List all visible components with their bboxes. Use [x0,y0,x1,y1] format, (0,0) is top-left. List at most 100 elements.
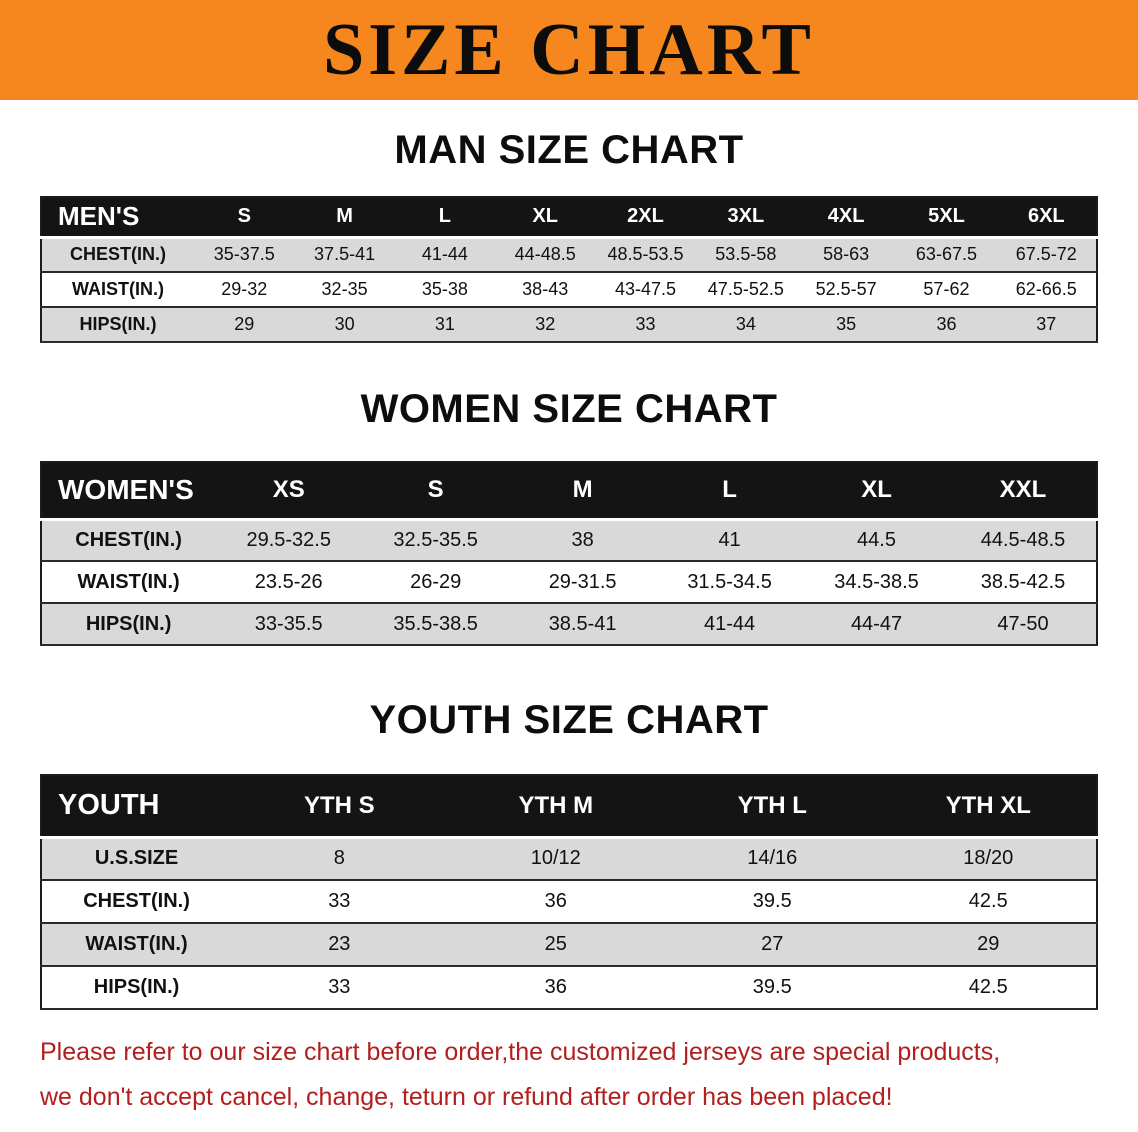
table-title-cell: MEN'S [41,197,195,239]
measurement-label: CHEST(IN.) [70,244,167,265]
size-value-cell: 44.5 [857,528,896,551]
order-notice-line-1: Please refer to our size chart before or… [40,1038,1001,1066]
size-column-header: 3XL [695,197,796,239]
measurement-label: HIPS(IN.) [93,976,180,998]
size-value-cell: 30 [334,314,355,334]
size-value-cell: 58-63 [823,244,870,265]
size-value-cell: 57-62 [923,279,970,299]
size-value-cell: 44-48.5 [514,244,576,265]
size-value-cell: 23 [328,933,351,955]
size-value-cell: 8 [333,847,345,870]
measurement-label: WAIST(IN.) [77,570,180,593]
size-value-cell: 36 [936,314,957,334]
size-value-cell: 33 [328,976,351,998]
table-title-cell: YOUTH [41,775,232,839]
size-value-cell: 41-44 [421,244,468,265]
size-value-cell: 27 [761,933,784,955]
order-notice-line-2: we don't accept cancel, change, teturn o… [40,1082,893,1111]
size-value-cell: 32 [535,314,556,334]
size-value-cell: 35.5-38.5 [393,612,478,635]
size-value-cell: 33-35.5 [254,612,323,635]
size-value-cell: 43-47.5 [614,279,677,299]
size-column-header: XL [803,462,950,521]
size-column-header: S [362,462,510,521]
size-value-cell: 47.5-52.5 [707,279,784,299]
size-column-header: L [656,462,804,521]
size-value-cell: 48.5-53.5 [607,244,684,265]
size-column-header: YTH XL [880,775,1097,839]
table-row: WAIST(IN.) 23 25 27 29 [41,923,1097,966]
size-value-cell: 32-35 [321,279,368,299]
size-column-header: 5XL [896,197,997,239]
section-women-size-chart: WOMEN SIZE CHART WOMEN'S XS S M L XL XXL CHEST(… [0,385,1138,646]
order-notice: Please refer to our size chart before or… [0,1036,1138,1113]
measurement-label: HIPS(IN.) [85,612,172,635]
table-row: WAIST(IN.) 23.5-26 26-29 29-31.5 31.5-34.5 34… [41,561,1097,603]
size-value-cell: 29 [977,933,1000,955]
size-value-cell: 41 [718,528,741,551]
size-column-header: 2XL [595,197,696,239]
size-value-cell: 67.5-72 [1015,244,1077,265]
size-value-cell: 29-31.5 [548,570,617,593]
charts-container: MAN SIZE CHART MEN'S S M L XL 2XL 3XL 4XL 5XL 6XL… [0,126,1138,1010]
size-column-header: L [394,197,496,239]
measurement-label: U.S.SIZE [94,847,179,870]
measurement-label: CHEST(IN.) [75,528,182,551]
size-column-header: YTH M [447,775,665,839]
size-column-header: 4XL [795,197,897,239]
table-title-cell: WOMEN'S [41,462,216,521]
size-column-header: XL [495,197,596,239]
size-value-cell: 25 [544,933,567,955]
size-value-cell: 42.5 [968,890,1008,912]
size-value-cell: 38.5-42.5 [980,570,1066,593]
size-value-cell: 53.5-58 [715,244,777,265]
measurement-label: CHEST(IN.) [83,890,190,912]
table-row: CHEST(IN.) 33 36 39.5 42.5 [41,880,1097,923]
size-value-cell: 44-47 [850,612,903,635]
men-section-heading: MAN SIZE CHART [394,128,744,172]
size-column-header: YTH L [664,775,881,839]
section-men-size-chart: MAN SIZE CHART MEN'S S M L XL 2XL 3XL 4XL 5XL 6XL… [0,126,1138,343]
size-value-cell: 34 [735,314,756,334]
size-value-cell: 52.5-57 [815,279,877,299]
measurement-label: WAIST(IN.) [85,933,188,955]
size-value-cell: 18/20 [963,847,1014,870]
section-youth-size-chart: YOUTH SIZE CHART YOUTH YTH S YTH M YTH L YTH… [0,696,1138,1010]
women-size-table: WOMEN'S XS S M L XL XXL CHEST(IN.) 29.5-32.5 32.5… [40,461,1098,646]
size-value-cell: 31.5-34.5 [687,570,772,593]
size-value-cell: 47-50 [997,612,1049,635]
table-row: CHEST(IN.) 29.5-32.5 32.5-35.5 38 41 44.5 44.5… [41,519,1097,561]
size-value-cell: 44.5-48.5 [980,528,1066,551]
size-value-cell: 63-67.5 [915,244,977,265]
size-value-cell: 42.5 [968,976,1008,998]
youth-section-heading: YOUTH SIZE CHART [369,698,769,742]
banner-title: SIZE CHART [323,9,815,91]
size-value-cell: 31 [434,314,455,334]
banner: SIZE CHART [0,0,1138,100]
youth-size-table: YOUTH YTH S YTH M YTH L YTH XL U.S.SIZE 8 10/12… [40,774,1098,1010]
size-column-header: M [294,197,395,239]
size-column-header: YTH S [231,775,448,839]
table-header-row: YOUTH YTH S YTH M YTH L YTH XL [41,775,1097,839]
size-value-cell: 29-32 [221,279,268,299]
table-row: HIPS(IN.) 33 36 39.5 42.5 [41,966,1097,1009]
size-column-header: 6XL [996,197,1097,239]
size-value-cell: 29 [234,314,255,334]
men-size-table: MEN'S S M L XL 2XL 3XL 4XL 5XL 6XL CHEST(IN.) 35-37… [40,196,1098,343]
size-value-cell: 38 [571,528,594,551]
measurement-label: WAIST(IN.) [72,279,165,299]
size-value-cell: 29.5-32.5 [246,528,331,551]
size-value-cell: 32.5-35.5 [393,528,478,551]
size-value-cell: 41-44 [703,612,756,635]
size-column-header: M [509,462,657,521]
size-column-header: S [194,197,295,239]
table-header-row: MEN'S S M L XL 2XL 3XL 4XL 5XL 6XL [41,197,1097,239]
size-value-cell: 34.5-38.5 [834,570,919,593]
size-value-cell: 35 [836,314,857,334]
size-value-cell: 33 [635,314,656,334]
table-row: U.S.SIZE 8 10/12 14/16 18/20 [41,837,1097,880]
size-value-cell: 62-66.5 [1015,279,1077,299]
size-value-cell: 10/12 [530,847,581,870]
size-value-cell: 33 [328,890,351,912]
size-value-cell: 35-37.5 [213,244,275,265]
